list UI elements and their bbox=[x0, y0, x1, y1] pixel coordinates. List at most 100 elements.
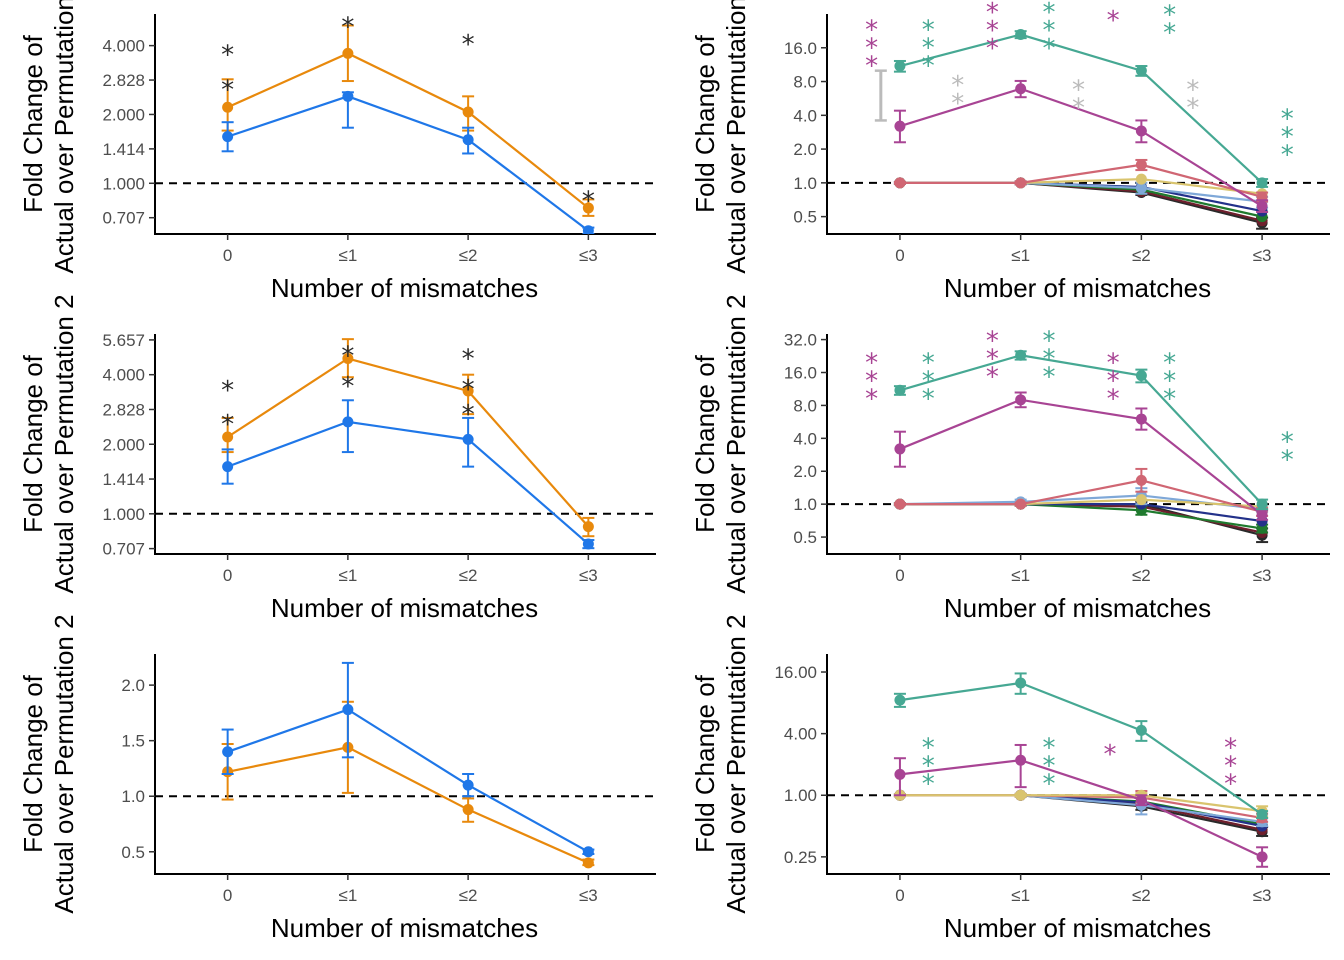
significance-star: * bbox=[341, 372, 354, 402]
series-line-ltblue bbox=[899, 181, 1263, 203]
data-point-teal bbox=[894, 384, 906, 396]
data-point-rose bbox=[1135, 159, 1147, 171]
x-tick-label: ≤2 bbox=[459, 566, 478, 585]
data-point-orange bbox=[582, 202, 594, 214]
x-tick-label: ≤2 bbox=[459, 246, 478, 265]
significance-star: * bbox=[922, 733, 935, 763]
x-axis-title: Number of mismatches bbox=[944, 273, 1211, 303]
y-axis-title-line2: Actual over Permutation 2 bbox=[721, 0, 751, 274]
significance-star: * bbox=[922, 348, 935, 378]
significance-star: * bbox=[922, 384, 935, 414]
significance-star: * bbox=[1042, 751, 1055, 781]
data-point-gold bbox=[1015, 789, 1027, 801]
data-point-teal bbox=[1256, 498, 1268, 510]
y-axis-title-line2: Actual over Permutation 2 bbox=[721, 294, 751, 593]
significance-star: * bbox=[922, 366, 935, 396]
significance-star: * bbox=[1224, 733, 1237, 763]
significance-star: * bbox=[221, 376, 234, 406]
chart-panel-top-right: 0.5 1.0 2.0 4.0 8.0 16.0 0 ≤1 ≤2 ≤3 Number of mism… bbox=[690, 0, 1330, 303]
data-point-purple bbox=[1015, 754, 1027, 766]
data-point-blue bbox=[222, 746, 234, 758]
data-point-teal bbox=[894, 694, 906, 706]
y-axis-title-line2: Actual over Permutation 2 bbox=[49, 0, 79, 274]
x-tick-label: ≤1 bbox=[338, 566, 357, 585]
data-point-blue bbox=[582, 538, 594, 550]
data-point-orange bbox=[462, 385, 474, 397]
series-line-rose bbox=[899, 479, 1263, 513]
significance-star: * bbox=[865, 366, 878, 396]
data-point-rose bbox=[894, 498, 906, 510]
y-tick-label: 4.0 bbox=[793, 106, 817, 125]
y-tick-label: 2.0 bbox=[121, 676, 145, 695]
plot-area: ***************** ****** *** bbox=[865, 0, 1294, 230]
y-tick-label: 0.25 bbox=[784, 848, 817, 867]
significance-star: * bbox=[986, 0, 999, 28]
series-line-purple bbox=[899, 87, 1263, 208]
significance-star: * bbox=[986, 344, 999, 374]
x-tick-label: ≤3 bbox=[1253, 246, 1272, 265]
data-point-purple bbox=[1135, 125, 1147, 137]
y-tick-label: 16.0 bbox=[784, 364, 817, 383]
significance-star: * bbox=[951, 89, 964, 119]
data-point-orange bbox=[222, 101, 234, 113]
significance-star: * bbox=[1186, 75, 1199, 105]
x-axis-title: Number of mismatches bbox=[271, 913, 538, 943]
y-tick-label: 4.000 bbox=[102, 37, 145, 56]
x-tick-label: ≤3 bbox=[579, 886, 598, 905]
significance-star: * bbox=[462, 344, 475, 374]
significance-star: * bbox=[1042, 362, 1055, 392]
significance-star: * bbox=[865, 384, 878, 414]
chart-panel-bottom-right: 0.25 1.00 4.00 16.00 0 ≤1 ≤2 ≤3 Number of mismat… bbox=[690, 614, 1330, 943]
series-line-orange bbox=[227, 357, 590, 528]
data-point-purple bbox=[1015, 83, 1027, 95]
x-tick-label: 0 bbox=[223, 886, 232, 905]
x-tick-label: ≤2 bbox=[1132, 246, 1151, 265]
series-line-teal bbox=[899, 681, 1263, 816]
data-point-orange bbox=[582, 857, 594, 869]
data-point-orange bbox=[342, 47, 354, 59]
data-point-ltblue bbox=[1135, 182, 1147, 194]
y-tick-label: 2.0 bbox=[793, 140, 817, 159]
significance-star: * bbox=[1163, 19, 1176, 49]
y-tick-label: 1.000 bbox=[102, 174, 145, 193]
y-tick-label: 0.5 bbox=[793, 528, 817, 547]
y-tick-label: 2.828 bbox=[102, 71, 145, 90]
y-tick-label: 2.828 bbox=[102, 400, 145, 419]
significance-star: * bbox=[1107, 6, 1120, 36]
significance-star: * bbox=[1163, 1, 1176, 31]
x-tick-label: ≤1 bbox=[1011, 566, 1030, 585]
y-tick-label: 1.000 bbox=[102, 505, 145, 524]
data-point-teal bbox=[1015, 349, 1027, 361]
series-line-black bbox=[899, 181, 1263, 224]
significance-star: * bbox=[1042, 733, 1055, 763]
x-tick-label: ≤3 bbox=[579, 246, 598, 265]
data-point-blue bbox=[582, 846, 594, 858]
significance-star: * bbox=[462, 375, 475, 405]
y-tick-label: 0.5 bbox=[793, 208, 817, 227]
data-point-teal bbox=[1256, 177, 1268, 189]
significance-star: * bbox=[1042, 16, 1055, 46]
data-point-rose bbox=[894, 177, 906, 189]
y-tick-label: 32.0 bbox=[784, 331, 817, 350]
significance-star: * bbox=[1042, 0, 1055, 28]
y-tick-label: 1.0 bbox=[121, 787, 145, 806]
chart-panel-top-left: 0.707 1.000 1.414 2.000 2.828 4.000 0 ≤1 ≤2 ≤3 Num… bbox=[18, 0, 656, 303]
data-point-purple bbox=[1256, 509, 1268, 521]
significance-star: * bbox=[1042, 344, 1055, 374]
y-axis-title-line2: Actual over Permutation 2 bbox=[49, 614, 79, 913]
significance-star: * bbox=[462, 400, 475, 430]
significance-star: * bbox=[462, 30, 475, 60]
data-point-blue bbox=[342, 416, 354, 428]
significance-star: * bbox=[221, 75, 234, 105]
significance-star: * bbox=[1281, 123, 1294, 153]
data-point-gold bbox=[1135, 173, 1147, 185]
data-point-purple bbox=[1256, 851, 1268, 863]
x-axis-title: Number of mismatches bbox=[271, 273, 538, 303]
significance-star: * bbox=[922, 34, 935, 64]
significance-star: * bbox=[1072, 93, 1085, 123]
y-tick-label: 4.00 bbox=[784, 725, 817, 744]
x-tick-label: 0 bbox=[223, 566, 232, 585]
y-tick-label: 2.000 bbox=[102, 435, 145, 454]
significance-star: * bbox=[1186, 93, 1199, 123]
